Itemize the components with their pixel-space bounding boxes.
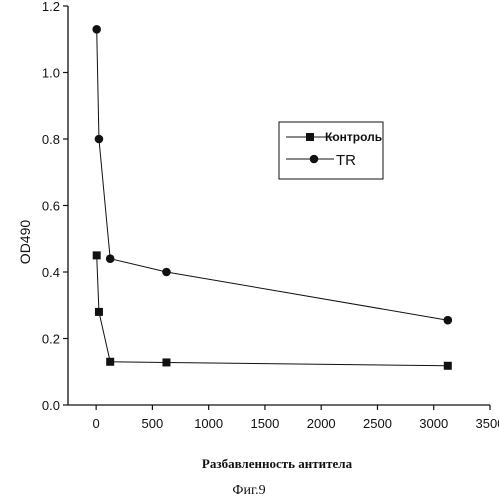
y-tick-label: 0.8 (42, 132, 60, 147)
figure-caption: Фиг.9 (232, 483, 265, 498)
y-tick-label: 1.2 (42, 0, 60, 14)
x-ticks: 0 500 1000 1500 2000 2500 3000 3500 (93, 405, 499, 431)
data-point-control (106, 357, 115, 366)
x-tick-label: 500 (142, 416, 164, 431)
x-tick-label: 3000 (419, 416, 448, 431)
legend-box (278, 121, 384, 180)
data-point-control (92, 251, 101, 260)
x-tick-label: 1500 (250, 416, 279, 431)
y-ticks: 0.0 0.2 0.4 0.6 0.8 1.0 1.2 (42, 0, 68, 413)
legend-marker-control (306, 133, 314, 141)
x-tick-label: 2500 (363, 416, 392, 431)
legend-label-tr: TR (336, 152, 356, 169)
x-tick-label: 3500 (476, 416, 499, 431)
x-tick-label: 1000 (194, 416, 223, 431)
legend: Контроль TR (278, 121, 384, 180)
y-tick-label: 0.6 (42, 199, 60, 214)
data-point-control (94, 307, 103, 316)
series-line-control (96, 255, 448, 367)
y-axis-label: OD490 (17, 220, 33, 265)
x-axis-label: Разбавленность антитела (202, 456, 353, 471)
series-layer (92, 24, 453, 370)
y-tick-label: 0.2 (42, 332, 60, 347)
data-point-tr (105, 254, 115, 263)
y-tick-label: 0.4 (42, 265, 60, 280)
y-tick-label: 1.0 (42, 66, 60, 81)
data-point-tr (443, 315, 453, 325)
x-tick-label: 2000 (307, 416, 336, 431)
y-tick-label: 0.0 (42, 398, 60, 413)
legend-label-control: Контроль (325, 130, 382, 144)
legend-marker-tr (309, 154, 319, 164)
data-point-control (162, 358, 171, 367)
data-point-control (443, 361, 452, 370)
series-line-tr (96, 29, 448, 321)
data-point-tr (94, 134, 104, 144)
data-point-tr (92, 24, 101, 34)
data-point-tr (162, 267, 171, 277)
x-tick-label: 0 (93, 416, 100, 431)
